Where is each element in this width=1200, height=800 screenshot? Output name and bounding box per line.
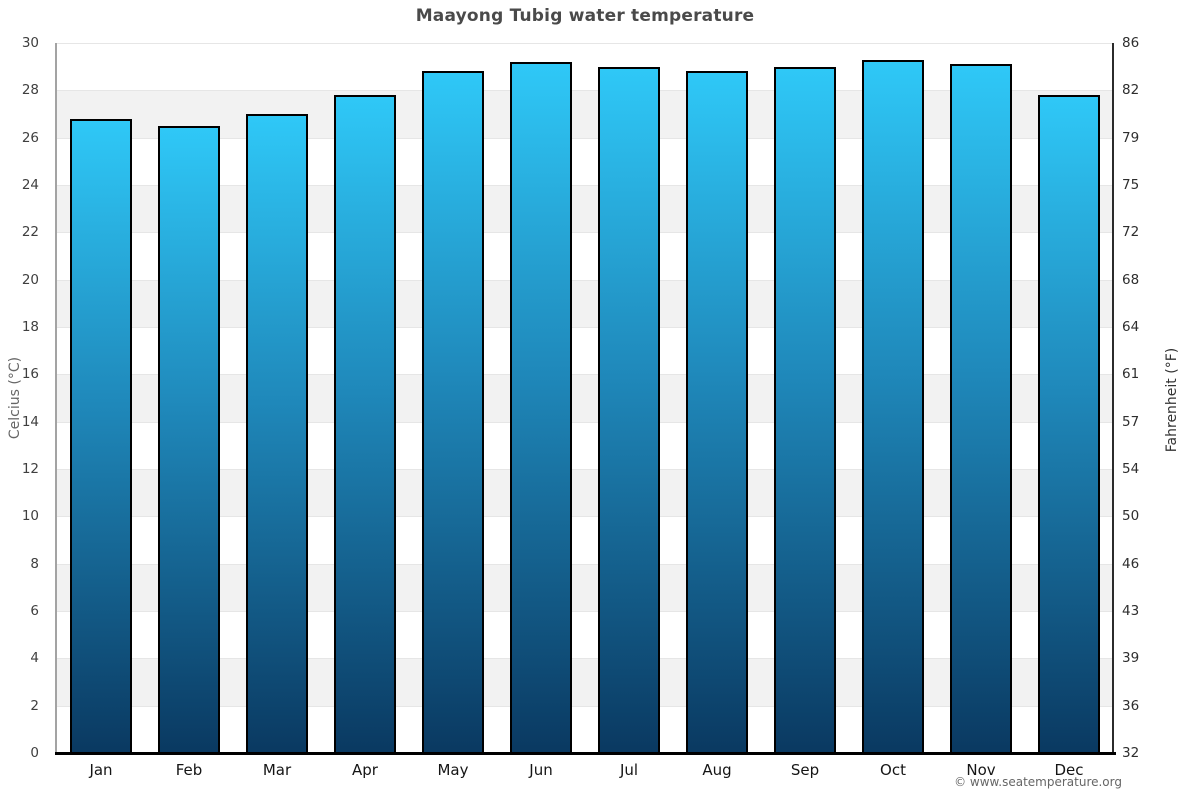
plot-band — [57, 658, 1113, 706]
y-tick-celsius-4: 4 — [30, 650, 39, 667]
y-tick-celsius-18: 18 — [21, 319, 39, 335]
plot-band — [57, 563, 1113, 611]
plot-band — [57, 327, 1113, 375]
y-tick-fahrenheit-50: 50 — [1122, 508, 1140, 525]
x-label-feb: Feb — [175, 761, 203, 779]
gridline — [57, 563, 1113, 565]
y-tick-celsius-24: 24 — [21, 177, 39, 193]
gridline — [57, 43, 1113, 44]
plot-band — [57, 137, 1113, 185]
y-tick-fahrenheit-61: 61 — [1122, 366, 1140, 383]
plot-band — [57, 611, 1113, 659]
y-tick-fahrenheit-57: 57 — [1122, 413, 1140, 430]
y-tick-fahrenheit-72: 72 — [1122, 224, 1140, 241]
y-tick-celsius-22: 22 — [21, 224, 39, 241]
y-tick-celsius-10: 10 — [21, 508, 39, 525]
bar-dec[interactable] — [1038, 95, 1100, 753]
x-label-jul: Jul — [619, 761, 639, 779]
bar-jun[interactable] — [510, 61, 572, 753]
y-tick-celsius-14: 14 — [21, 413, 39, 430]
bar-aug[interactable] — [686, 71, 748, 753]
y-axis-line-left — [55, 43, 57, 753]
bar-mar[interactable] — [246, 114, 308, 753]
y-tick-celsius-16: 16 — [21, 366, 39, 383]
gridline — [57, 185, 1113, 186]
plot-band — [57, 516, 1113, 564]
x-label-apr: Apr — [352, 761, 378, 779]
gridline — [57, 374, 1113, 376]
y-tick-fahrenheit-54: 54 — [1122, 461, 1140, 477]
x-axis-labels: Jan Feb Mar Apr May Jun Jul Aug Sep Oct Nov Dec — [57, 761, 1113, 785]
bar-jul[interactable] — [598, 66, 660, 753]
y-axis-ticks-celsius: 30 28 26 24 22 20 18 16 14 12 10 8 6 4 2 0 — [0, 35, 48, 761]
y-tick-fahrenheit-64: 64 — [1122, 319, 1140, 335]
gridline — [57, 516, 1113, 518]
x-label-jun: Jun — [529, 761, 553, 779]
y-tick-fahrenheit-82: 82 — [1122, 82, 1140, 99]
plot-band — [57, 43, 1113, 91]
x-label-mar: Mar — [262, 761, 292, 779]
y-tick-fahrenheit-43: 43 — [1122, 603, 1140, 619]
y-tick-celsius-6: 6 — [30, 603, 39, 619]
gridline — [57, 90, 1113, 92]
copyright-credit: © www.seatemperature.org — [954, 775, 1122, 789]
y-tick-celsius-28: 28 — [21, 82, 39, 99]
gridline — [57, 327, 1113, 328]
y-tick-celsius-30: 30 — [21, 35, 39, 51]
bar-nov[interactable] — [950, 64, 1012, 753]
y-tick-fahrenheit-79: 79 — [1122, 129, 1140, 146]
bar-feb[interactable] — [158, 125, 220, 753]
bar-oct[interactable] — [862, 59, 924, 753]
y-tick-celsius-20: 20 — [21, 271, 39, 288]
y-tick-fahrenheit-39: 39 — [1122, 650, 1140, 667]
plot-band — [57, 232, 1113, 280]
y-tick-fahrenheit-32: 32 — [1122, 745, 1140, 761]
gridline — [57, 705, 1113, 707]
x-label-nov: Nov — [966, 761, 996, 779]
x-label-may: May — [437, 761, 469, 779]
x-label-dec: Dec — [1054, 761, 1084, 779]
plot-band — [57, 374, 1113, 422]
y-axis-line-right — [1112, 43, 1114, 753]
plot-band — [57, 90, 1113, 138]
x-label-jan: Jan — [89, 761, 113, 779]
gridline — [57, 658, 1113, 660]
y-tick-celsius-8: 8 — [30, 555, 39, 572]
bar-may[interactable] — [422, 71, 484, 753]
x-label-aug: Aug — [702, 761, 732, 779]
y-tick-celsius-12: 12 — [21, 461, 39, 477]
plot-band — [57, 469, 1113, 517]
x-label-oct: Oct — [880, 761, 906, 779]
plot-band — [57, 279, 1113, 327]
gridline — [57, 469, 1113, 470]
plot-band — [57, 185, 1113, 233]
plot-band — [57, 705, 1113, 753]
y-tick-fahrenheit-75: 75 — [1122, 177, 1140, 193]
x-axis-line — [55, 752, 1116, 755]
x-label-sep: Sep — [790, 761, 820, 779]
plot-band — [57, 421, 1113, 469]
y-tick-celsius-0: 0 — [30, 745, 39, 761]
gridline — [57, 421, 1113, 423]
gridline — [57, 232, 1113, 234]
y-tick-fahrenheit-36: 36 — [1122, 697, 1140, 714]
chart-title: Maayong Tubig water temperature — [415, 6, 755, 26]
y-tick-celsius-2: 2 — [30, 697, 39, 714]
gridline — [57, 611, 1113, 612]
y-tick-fahrenheit-86: 86 — [1122, 35, 1140, 51]
plot-area — [57, 43, 1113, 753]
bar-jan[interactable] — [70, 118, 132, 753]
bar-apr[interactable] — [334, 95, 396, 753]
y-tick-celsius-26: 26 — [21, 129, 39, 146]
gridline — [57, 137, 1113, 139]
y-tick-fahrenheit-68: 68 — [1122, 271, 1140, 288]
gridline — [57, 279, 1113, 281]
bar-sep[interactable] — [774, 66, 836, 753]
y-axis-ticks-fahrenheit: 86 82 79 75 72 68 64 61 57 54 50 46 43 39 36 32 — [1122, 35, 1182, 761]
y-tick-fahrenheit-46: 46 — [1122, 555, 1140, 572]
